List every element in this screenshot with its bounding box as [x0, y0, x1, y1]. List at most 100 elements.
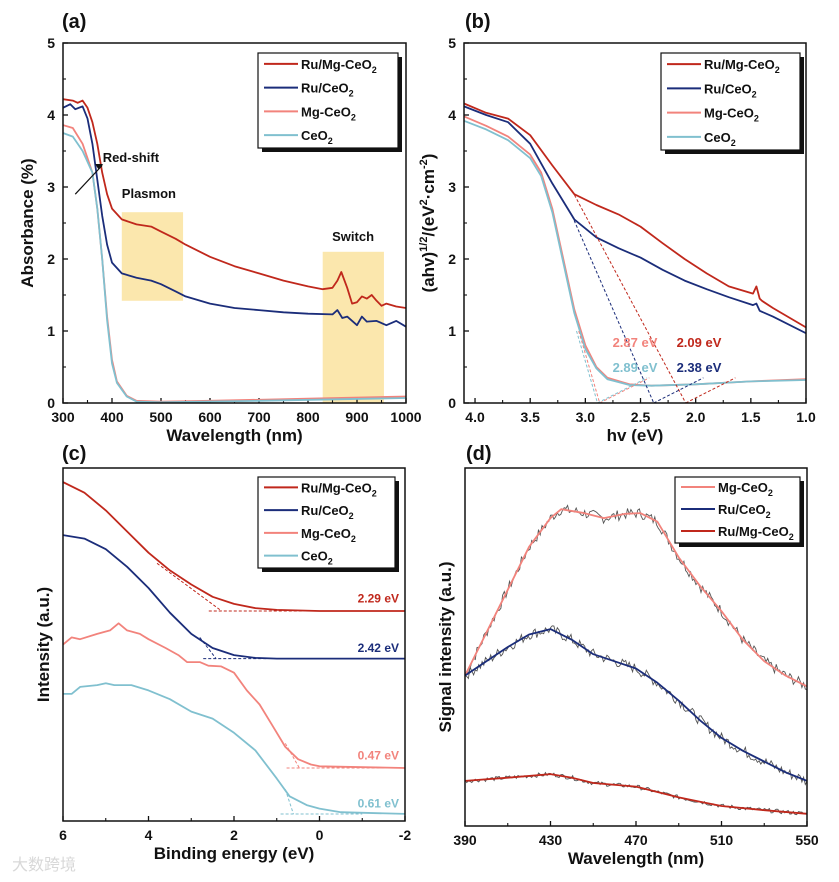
baseline-fit-line	[653, 377, 704, 403]
x-tick-label: 900	[345, 409, 369, 425]
panel-a: (a) 300 400 500 600 700 800 900 1000 0 1 2 3 4 5 Wavele…	[18, 11, 422, 445]
x-axis-label: hv (eV)	[607, 426, 664, 445]
panel-c: (c) 6 4 2 0 -2 Binding energy (eV) Intensity (a…	[34, 443, 411, 863]
legend-label: Ru/Mg-CeO2	[718, 524, 794, 542]
panel-d: (d) 390 430 470 510 550 Wavelength (nm) Signal …	[436, 443, 819, 868]
annotation-switch: Switch	[332, 229, 374, 244]
band-gap-label: 2.09 eV	[677, 335, 722, 350]
series-line-rumgceo	[63, 98, 406, 309]
series-line-ruceo	[63, 534, 405, 660]
tangent-line	[156, 562, 222, 612]
plot-frame	[62, 467, 406, 822]
panel-label: (d)	[466, 443, 492, 465]
legend: Ru/Mg-CeO2 Ru/CeO2 Mg-CeO2 CeO2	[257, 52, 402, 152]
tangent-line	[284, 789, 294, 815]
y-axis-label: Absorbance (%)	[18, 158, 37, 287]
y-tick-label: 5	[47, 35, 55, 51]
highlight-region-switch	[322, 251, 384, 403]
series-line-ceo	[464, 119, 806, 387]
x-tick-label: 400	[100, 409, 124, 425]
legend-box	[257, 52, 399, 149]
x-tick-label: -2	[399, 827, 412, 843]
highlight-region-plasmon	[121, 212, 184, 301]
x-tick-label: 3.0	[576, 409, 596, 425]
x-tick-label: 1000	[390, 409, 421, 425]
legend-label: Ru/CeO2	[704, 81, 757, 99]
band-edge-label: 0.61 eV	[358, 796, 399, 810]
x-tick-label: 4.0	[465, 409, 485, 425]
x-tick-label: 550	[795, 832, 819, 848]
raw-data-line-rumgceo	[465, 771, 807, 816]
baseline-fit-line	[597, 377, 648, 403]
band-edge-label: 0.47 eV	[358, 749, 399, 763]
panel-b: (b) 4.0 3.5 3.0 2.5 2.0 1.5 1.0 0 1 2 3 4 5 hv (eV) (ah…	[418, 11, 816, 445]
plot-frame	[464, 467, 808, 827]
x-tick-label: 2	[230, 827, 238, 843]
band-edge-label: 2.29 eV	[358, 592, 399, 606]
x-tick-label: 600	[198, 409, 222, 425]
legend-label: Ru/CeO2	[301, 81, 354, 99]
legend-box	[660, 52, 801, 151]
legend-box	[257, 476, 396, 569]
y-tick-label: 0	[448, 395, 456, 411]
series-line-rumgceo	[63, 481, 405, 612]
plot-frame	[463, 42, 807, 404]
y-tick-label: 1	[448, 323, 456, 339]
series-line-mgceo	[465, 508, 807, 688]
series-line-ceo	[63, 682, 405, 815]
x-axis-label: Wavelength (nm)	[166, 426, 302, 445]
tangent-line	[284, 743, 300, 769]
panel-label: (b)	[465, 11, 491, 33]
y-tick-label: 0	[47, 395, 55, 411]
y-tick-label: 2	[448, 251, 456, 267]
legend-label: CeO2	[704, 130, 736, 148]
band-gap-label: 2.89 eV	[613, 360, 658, 375]
annotation-red-shift: Red-shift	[103, 150, 160, 165]
x-tick-label: 2.0	[686, 409, 706, 425]
raw-data-line-mgceo	[465, 504, 807, 691]
x-tick-label: 1.5	[741, 409, 761, 425]
x-tick-label: 300	[51, 409, 75, 425]
y-tick-label: 1	[47, 323, 55, 339]
plot-area	[464, 102, 806, 403]
legend: Mg-CeO2 Ru/CeO2 Ru/Mg-CeO2	[674, 476, 804, 547]
legend: Ru/Mg-CeO2 Ru/CeO2 Mg-CeO2 CeO2	[660, 52, 804, 154]
red-shift-arrow	[74, 164, 103, 195]
baseline-fit-line	[599, 377, 650, 403]
tangent-line	[571, 190, 687, 403]
series-line-rumgceo	[465, 773, 807, 815]
y-tick-label: 2	[47, 251, 55, 267]
legend-label: Ru/CeO2	[718, 502, 771, 520]
y-tick-label: 5	[448, 35, 456, 51]
annotation-plasmon: Plasmon	[122, 186, 176, 201]
x-tick-label: 430	[539, 832, 563, 848]
x-tick-label: 0	[316, 827, 324, 843]
band-gap-label: 2.38 eV	[677, 360, 722, 375]
tangent-line	[199, 637, 217, 659]
legend-label: Ru/Mg-CeO2	[704, 57, 780, 75]
tangent-line	[578, 330, 601, 403]
band-edge-label: 2.42 eV	[358, 641, 399, 655]
panel-label: (c)	[62, 443, 86, 465]
y-axis-label: Signal intensity (a.u.)	[436, 562, 455, 733]
watermark: 大数跨境	[12, 855, 76, 874]
y-tick-label: 3	[448, 179, 456, 195]
x-tick-label: 3.5	[520, 409, 540, 425]
x-axis-label: Binding energy (eV)	[154, 844, 315, 863]
plot-frame	[62, 42, 407, 404]
series-line-ruceo	[465, 628, 807, 782]
y-tick-label: 3	[47, 179, 55, 195]
x-axis-label: Wavelength (nm)	[568, 849, 704, 868]
series-line-ruceo	[464, 105, 806, 335]
series-line-mgceo	[63, 622, 405, 769]
x-tick-label: 1.0	[796, 409, 816, 425]
y-tick-label: 4	[448, 107, 456, 123]
y-axis-label: Intensity (a.u.)	[34, 587, 53, 702]
x-tick-label: 510	[710, 832, 734, 848]
x-tick-label: 700	[247, 409, 271, 425]
x-tick-label: 500	[149, 409, 173, 425]
tangent-line	[576, 330, 598, 403]
y-axis-label: (ahv)1/2/(eV2·cm-2)	[418, 154, 438, 293]
baseline-fit-line	[685, 377, 736, 403]
